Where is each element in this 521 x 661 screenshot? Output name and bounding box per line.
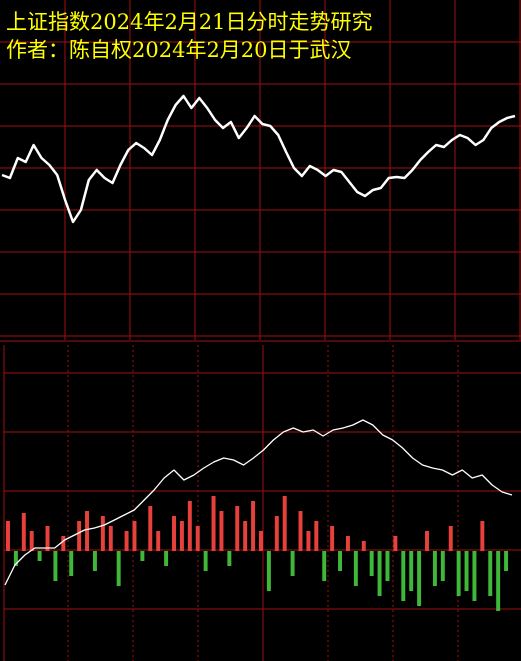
volume-bar	[45, 526, 50, 551]
volume-bar	[13, 551, 18, 566]
volume-bar	[472, 551, 477, 601]
volume-bar	[290, 551, 295, 576]
volume-bar	[259, 531, 263, 551]
volume-bar	[425, 531, 429, 551]
plot	[1, 94, 516, 611]
volume-bar	[61, 536, 66, 551]
volume-bar	[361, 541, 366, 551]
volume-bar	[251, 501, 256, 551]
volume-bar	[77, 521, 82, 551]
volume-bar	[409, 551, 414, 591]
volume-bar	[211, 496, 216, 551]
volume-bar	[338, 551, 343, 571]
volume-bar	[108, 526, 113, 551]
volume-bar	[53, 551, 58, 581]
volume-bar	[203, 551, 208, 571]
volume-bar	[496, 551, 501, 611]
volume-bar	[179, 521, 184, 551]
volume-bar	[274, 516, 279, 551]
volume-bar	[172, 516, 176, 551]
volume-bar	[116, 551, 121, 586]
volume-bar	[314, 521, 319, 551]
volume-bar	[401, 551, 406, 601]
volume-bar	[448, 526, 453, 551]
volume-bar	[29, 531, 34, 551]
volume-bar	[298, 511, 303, 551]
title: 上证指数2024年2月21日分时走势研究	[6, 10, 373, 34]
volume-bar	[282, 496, 287, 551]
price-line	[4, 419, 513, 586]
volume-bar	[235, 506, 240, 551]
volume-bar	[266, 551, 271, 591]
volume-bar	[488, 551, 493, 596]
volume-bar	[417, 551, 422, 606]
volume-bar	[195, 526, 200, 551]
volume-bar	[504, 551, 509, 571]
volume-bar	[456, 551, 461, 596]
volume-bar	[369, 551, 374, 576]
subtitle: 作者：陈自权2024年2月20日于武汉	[6, 38, 352, 62]
volume-bar	[124, 531, 129, 551]
volume-bar	[37, 551, 42, 561]
volume-bar	[85, 511, 90, 551]
volume-bar	[440, 551, 445, 581]
volume-bar	[480, 521, 485, 551]
volume-bar	[306, 531, 311, 551]
volume-bar	[21, 513, 26, 551]
volume-bar	[132, 521, 137, 551]
volume-bar	[322, 551, 327, 581]
volume-bar	[393, 536, 398, 551]
volume-bar	[330, 526, 335, 551]
volume-bar	[227, 551, 232, 566]
volume-bar	[92, 551, 97, 571]
volume-bar	[464, 551, 469, 591]
price-line	[1, 94, 516, 224]
volume-bar	[100, 516, 105, 551]
volume-bar	[377, 551, 382, 596]
volume-bar	[140, 551, 145, 561]
volume-bar	[6, 521, 10, 551]
volume-bar	[243, 521, 248, 551]
volume-bar	[345, 536, 350, 551]
volume-bar	[385, 551, 390, 581]
volume-bar	[156, 531, 161, 551]
volume-bar	[148, 506, 153, 551]
volume-bar	[187, 501, 192, 551]
volume-bar	[164, 551, 169, 566]
volume-bar	[219, 511, 224, 551]
volume-bar	[353, 551, 358, 586]
volume-bar	[69, 551, 74, 576]
volume-bar	[432, 551, 437, 586]
